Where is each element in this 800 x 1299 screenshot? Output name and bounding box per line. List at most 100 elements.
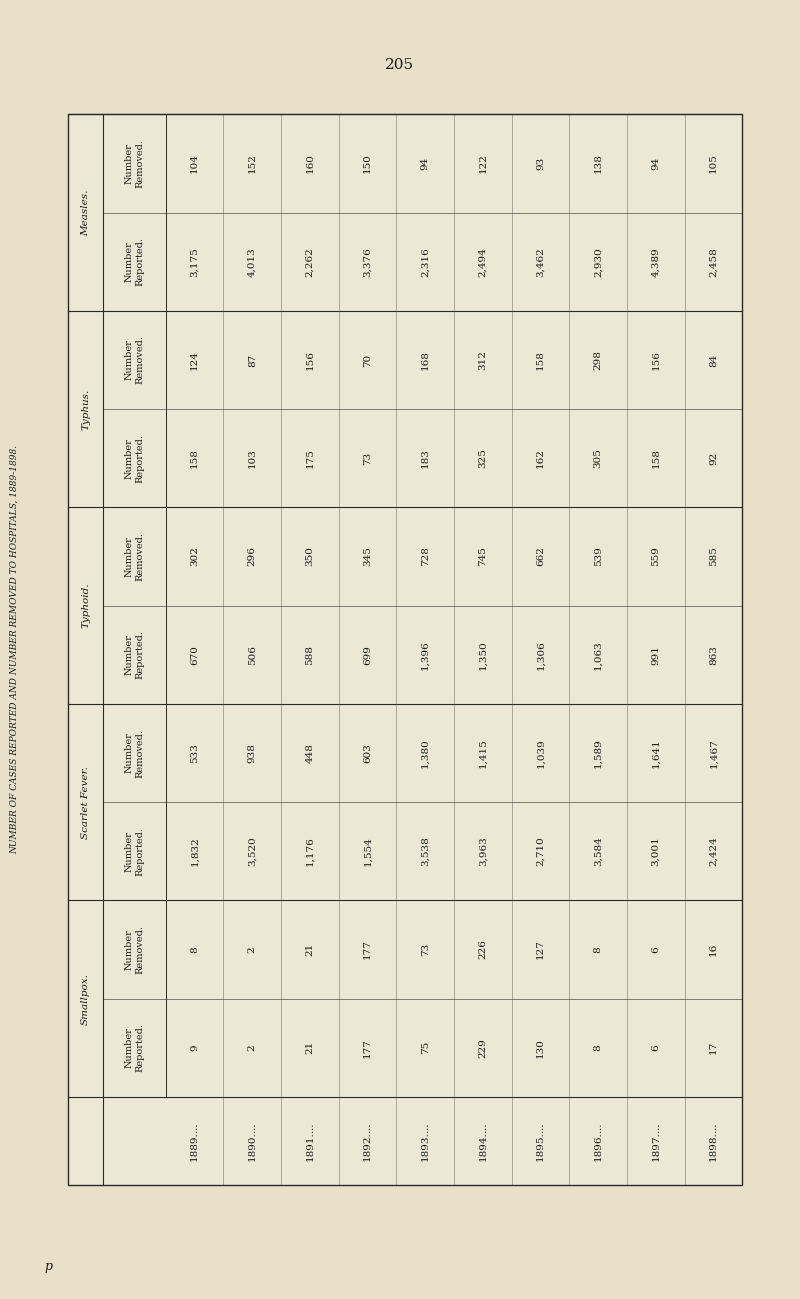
Text: 1,306: 1,306 — [536, 640, 545, 669]
Text: Measles.: Measles. — [81, 190, 90, 235]
Text: 73: 73 — [421, 943, 430, 956]
Text: 1897....: 1897.... — [651, 1121, 661, 1160]
Text: 585: 585 — [709, 547, 718, 566]
Text: 1,415: 1,415 — [478, 738, 487, 768]
Text: 2: 2 — [248, 1044, 257, 1051]
Text: 1,589: 1,589 — [594, 738, 602, 768]
Text: 863: 863 — [709, 644, 718, 665]
Text: 312: 312 — [478, 349, 487, 370]
Text: 1,832: 1,832 — [190, 837, 199, 866]
Text: 1892....: 1892.... — [363, 1121, 372, 1160]
Text: 3,175: 3,175 — [190, 247, 199, 277]
Text: 533: 533 — [190, 743, 199, 763]
Text: 183: 183 — [421, 448, 430, 468]
Text: 21: 21 — [306, 943, 314, 956]
Text: Number
Removed.: Number Removed. — [125, 533, 144, 581]
Text: 122: 122 — [478, 153, 487, 173]
Text: 4,389: 4,389 — [651, 247, 661, 277]
Text: 1896....: 1896.... — [594, 1121, 602, 1160]
Text: 991: 991 — [651, 644, 661, 665]
Text: 158: 158 — [190, 448, 199, 468]
Text: Smallpox.: Smallpox. — [81, 973, 90, 1025]
Text: 1898....: 1898.... — [709, 1121, 718, 1160]
Text: 3,001: 3,001 — [651, 837, 661, 866]
Text: 3,376: 3,376 — [363, 247, 372, 277]
Text: p: p — [44, 1260, 52, 1273]
Text: NUMBER OF CASES REPORTED AND NUMBER REMOVED TO HOSPITALS, 1889-1898.: NUMBER OF CASES REPORTED AND NUMBER REMO… — [10, 446, 19, 853]
Text: 4,013: 4,013 — [248, 247, 257, 277]
Text: 1,350: 1,350 — [478, 640, 487, 669]
Text: 16: 16 — [709, 943, 718, 956]
Text: Typhoid.: Typhoid. — [81, 583, 90, 629]
Text: 156: 156 — [651, 349, 661, 370]
Text: 124: 124 — [190, 349, 199, 370]
Text: Number
Reported.: Number Reported. — [125, 826, 144, 876]
Text: 94: 94 — [421, 157, 430, 170]
Text: 168: 168 — [421, 349, 430, 370]
Text: 226: 226 — [478, 939, 487, 960]
Text: Number
Removed.: Number Removed. — [125, 925, 144, 974]
Text: 539: 539 — [594, 547, 602, 566]
Text: Number
Reported.: Number Reported. — [125, 630, 144, 679]
Text: 21: 21 — [306, 1042, 314, 1055]
Text: 662: 662 — [536, 547, 545, 566]
Text: 93: 93 — [536, 157, 545, 170]
Text: 298: 298 — [594, 349, 602, 370]
Text: 728: 728 — [421, 547, 430, 566]
Text: Number
Reported.: Number Reported. — [125, 238, 144, 286]
Text: 158: 158 — [536, 349, 545, 370]
Text: 138: 138 — [594, 153, 602, 173]
Text: 2,710: 2,710 — [536, 837, 545, 866]
Text: Number
Removed.: Number Removed. — [125, 729, 144, 778]
Text: 1,554: 1,554 — [363, 837, 372, 866]
Text: 229: 229 — [478, 1038, 487, 1057]
Text: 6: 6 — [651, 946, 661, 953]
Text: 3,963: 3,963 — [478, 837, 487, 866]
Text: 105: 105 — [709, 153, 718, 173]
Text: 1890....: 1890.... — [248, 1121, 257, 1160]
Text: 938: 938 — [248, 743, 257, 763]
Text: 1895....: 1895.... — [536, 1121, 545, 1160]
Text: Number
Reported.: Number Reported. — [125, 1024, 144, 1072]
Text: 158: 158 — [651, 448, 661, 468]
Text: 325: 325 — [478, 448, 487, 468]
Text: 150: 150 — [363, 153, 372, 173]
Text: Scarlet Fever.: Scarlet Fever. — [81, 766, 90, 839]
Text: 448: 448 — [306, 743, 314, 763]
Text: 1,641: 1,641 — [651, 738, 661, 768]
Text: 2,262: 2,262 — [306, 247, 314, 277]
Text: 2,494: 2,494 — [478, 247, 487, 277]
Text: 73: 73 — [363, 452, 372, 465]
Text: 177: 177 — [363, 1038, 372, 1057]
Text: 2,458: 2,458 — [709, 247, 718, 277]
Text: 127: 127 — [536, 939, 545, 960]
Text: 17: 17 — [709, 1042, 718, 1055]
Text: Number
Removed.: Number Removed. — [125, 139, 144, 188]
Text: 2: 2 — [248, 946, 257, 953]
Text: 1,039: 1,039 — [536, 738, 545, 768]
Text: 160: 160 — [306, 153, 314, 173]
Text: 92: 92 — [709, 452, 718, 465]
Text: 9: 9 — [190, 1044, 199, 1051]
Text: 8: 8 — [594, 946, 602, 953]
Text: 559: 559 — [651, 547, 661, 566]
Text: 1894....: 1894.... — [478, 1121, 487, 1160]
Text: 305: 305 — [594, 448, 602, 468]
Text: 94: 94 — [651, 157, 661, 170]
Text: 3,584: 3,584 — [594, 837, 602, 866]
Text: 670: 670 — [190, 644, 199, 665]
Text: 296: 296 — [248, 547, 257, 566]
Text: 205: 205 — [386, 58, 414, 73]
Text: 75: 75 — [421, 1042, 430, 1055]
Text: 1891....: 1891.... — [306, 1121, 314, 1160]
Text: 177: 177 — [363, 939, 372, 960]
Text: 70: 70 — [363, 353, 372, 366]
Text: 87: 87 — [248, 353, 257, 366]
Text: 6: 6 — [651, 1044, 661, 1051]
Text: 8: 8 — [594, 1044, 602, 1051]
Text: Number
Reported.: Number Reported. — [125, 434, 144, 483]
Text: 1,396: 1,396 — [421, 640, 430, 669]
Text: 1,380: 1,380 — [421, 738, 430, 768]
Text: 1,063: 1,063 — [594, 640, 602, 669]
Text: 8: 8 — [190, 946, 199, 953]
